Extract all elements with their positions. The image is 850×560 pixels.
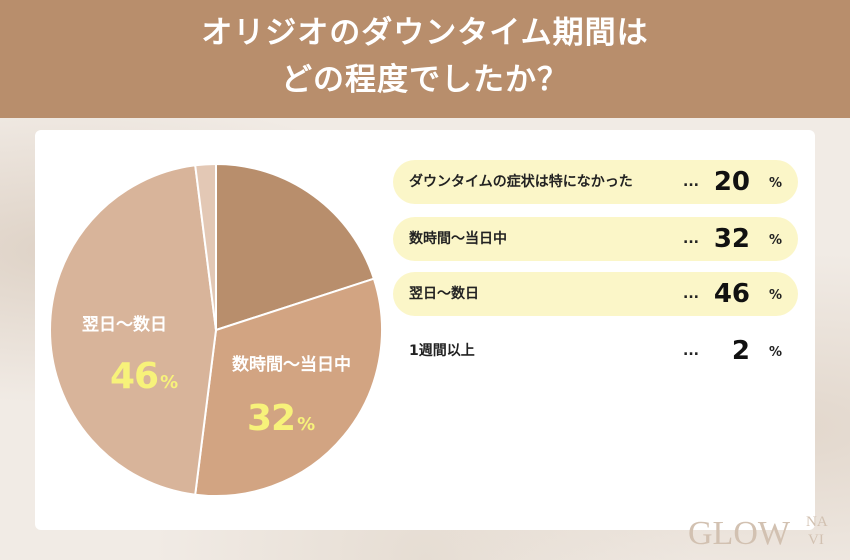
pie-label-nextday-number: 46	[110, 356, 159, 397]
legend-dots: ...	[683, 286, 699, 302]
title-banner: オリジオのダウンタイム期間は どの程度でしたか？	[0, 0, 850, 118]
pie-slice-hours	[194, 277, 383, 497]
legend-dots: ...	[683, 343, 699, 359]
legend-value: 46	[713, 279, 750, 309]
legend-value: 32	[713, 224, 750, 254]
legend-label: ダウンタイムの症状は特になかった	[409, 174, 633, 190]
pie-label-hours-value: 32%	[247, 398, 315, 439]
logo-main-text: GLOW	[688, 515, 791, 552]
legend-unit: %	[768, 288, 782, 303]
glownavi-logo: GLOW NA VI	[688, 514, 828, 552]
legend-row-week: 1週間以上 ... 2 %	[393, 329, 798, 373]
legend-label: 数時間〜当日中	[409, 231, 507, 247]
logo-sub-bottom: VI	[808, 532, 824, 548]
pie-slice-nextday	[49, 164, 218, 496]
legend-unit: %	[768, 176, 782, 191]
chart-title-line-1: オリジオのダウンタイム期間は	[201, 15, 649, 51]
pie-slice-none	[215, 162, 376, 332]
legend-unit: %	[768, 233, 782, 248]
legend-row-none: ダウンタイムの症状は特になかった ... 20 %	[393, 160, 798, 204]
legend-dots: ...	[683, 231, 699, 247]
pie-slice-week	[194, 162, 217, 331]
pie-label-nextday-value: 46%	[110, 356, 178, 397]
legend-label: 1週間以上	[409, 343, 475, 359]
pie-label-hours-unit: %	[297, 414, 316, 435]
logo-sub-top: NA	[806, 514, 828, 530]
legend-value: 2	[731, 336, 750, 366]
pie-label-nextday-unit: %	[160, 372, 179, 393]
legend-value: 20	[713, 167, 750, 197]
chart-title-line-2: どの程度でしたか？	[281, 62, 569, 98]
legend-label: 翌日〜数日	[409, 286, 479, 302]
legend-unit: %	[768, 345, 782, 360]
legend-row-hours: 数時間〜当日中 ... 32 %	[393, 217, 798, 261]
legend-row-nextday: 翌日〜数日 ... 46 %	[393, 272, 798, 316]
legend-dots: ...	[683, 174, 699, 190]
pie-label-nextday-name: 翌日〜数日	[82, 315, 167, 335]
pie-label-hours-name: 数時間〜当日中	[232, 355, 351, 375]
pie-label-hours-number: 32	[247, 398, 296, 439]
